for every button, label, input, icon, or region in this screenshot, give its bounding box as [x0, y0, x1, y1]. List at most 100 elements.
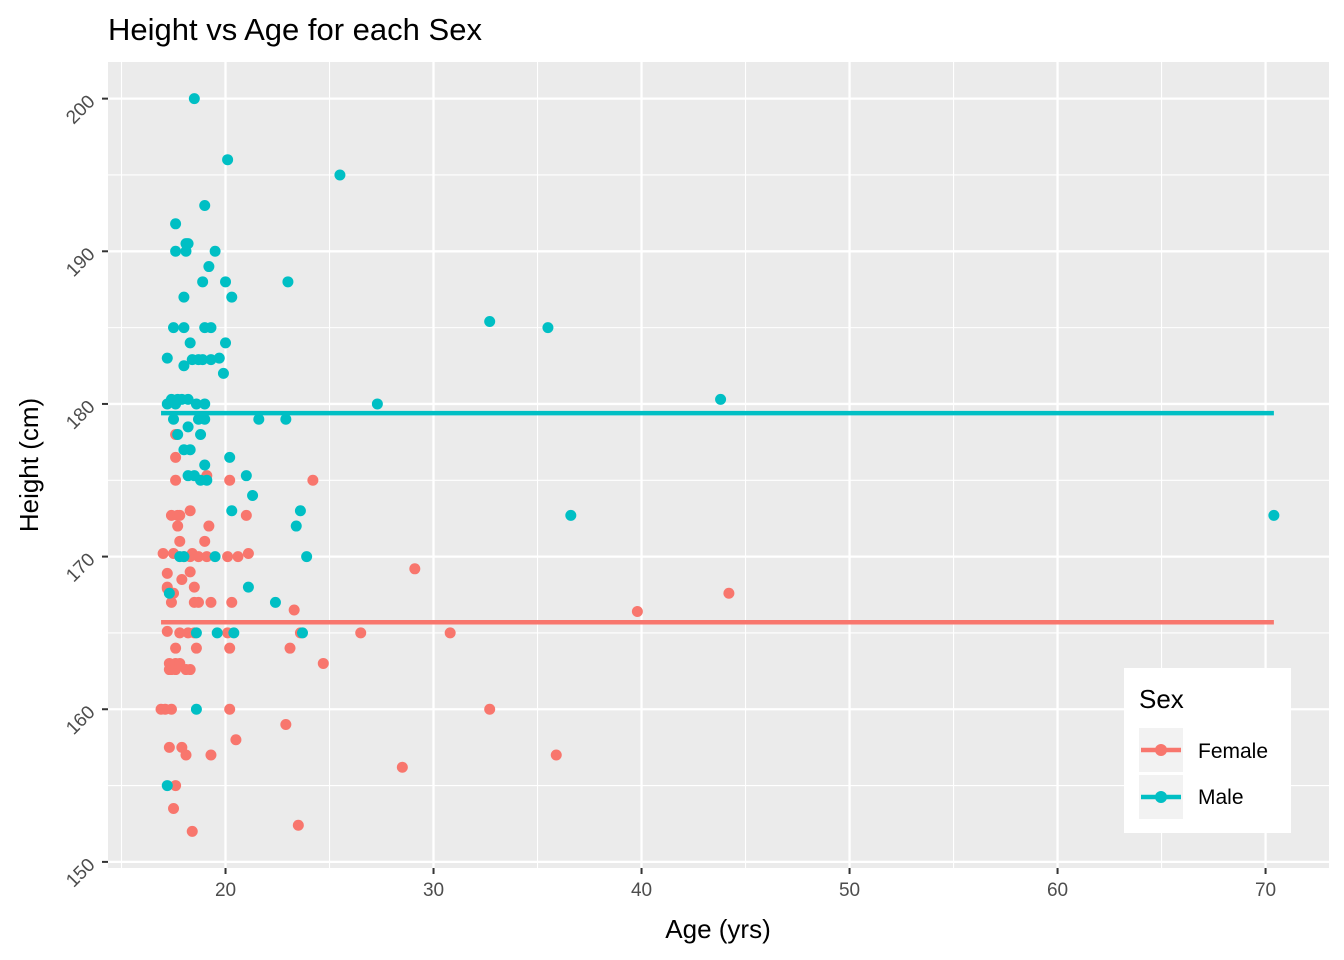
female-data-point [170, 642, 182, 654]
female-data-point [188, 581, 200, 593]
male-data-point [201, 474, 213, 486]
female-data-point [192, 596, 204, 608]
male-data-point [184, 337, 196, 349]
male-data-point [242, 581, 254, 593]
female-data-point [184, 664, 196, 676]
female-data-point [284, 642, 296, 654]
male-data-point [217, 367, 229, 379]
male-data-point [222, 154, 234, 166]
male-data-point [199, 199, 211, 211]
female-data-point [224, 703, 236, 715]
female-data-point [184, 505, 196, 517]
y-tick-label: 200 [62, 91, 99, 128]
male-data-point [190, 398, 202, 410]
female-data-point [222, 551, 234, 563]
y-axis-title: Height (cm) [14, 398, 44, 532]
legend-label-male: Male [1198, 786, 1244, 809]
female-data-point [184, 566, 196, 578]
male-data-point [209, 245, 221, 257]
male-data-point [334, 169, 346, 181]
male-data-point [178, 322, 190, 334]
male-data-point [224, 451, 236, 463]
male-data-point [205, 354, 217, 366]
female-data-point [192, 551, 204, 563]
male-data-point [182, 393, 194, 405]
female-data-point [205, 596, 217, 608]
y-axis: 150 160 170 180 190 200 [62, 91, 108, 892]
female-data-point [165, 596, 177, 608]
chart-title: Height vs Age for each Sex [108, 12, 482, 47]
x-tick-label: 50 [839, 880, 860, 901]
male-data-point [220, 276, 232, 288]
male-data-point [294, 505, 306, 517]
male-data-point [190, 703, 202, 715]
female-data-point [172, 520, 184, 532]
female-data-point [170, 451, 182, 463]
female-data-point [550, 749, 562, 761]
legend-title: Sex [1139, 684, 1184, 714]
male-data-point [188, 93, 200, 105]
male-data-point [190, 627, 202, 639]
female-data-point [180, 749, 192, 761]
female-data-point [163, 741, 175, 753]
female-data-point [190, 642, 202, 654]
male-data-point [170, 218, 182, 230]
x-axis: 20 30 40 50 60 70 [215, 868, 1276, 901]
male-data-point [161, 352, 173, 364]
female-data-point [288, 604, 300, 616]
x-tick-label: 30 [423, 880, 444, 901]
female-data-point [174, 627, 186, 639]
male-data-point [296, 627, 308, 639]
male-data-point [209, 551, 221, 563]
female-data-point [205, 749, 217, 761]
female-data-point [157, 548, 169, 560]
female-data-point [224, 642, 236, 654]
male-data-point [205, 322, 217, 334]
legend-label-female: Female [1198, 740, 1268, 763]
female-data-point [317, 657, 329, 669]
female-data-point [203, 520, 215, 532]
legend-key-female-point [1155, 744, 1167, 756]
y-tick-label: 150 [62, 855, 99, 892]
female-data-point [174, 509, 186, 521]
female-data-point [165, 703, 177, 715]
female-data-point [396, 761, 408, 773]
male-data-point [715, 393, 727, 405]
female-data-point [199, 535, 211, 547]
female-data-point [170, 780, 182, 792]
male-data-point [197, 276, 209, 288]
male-data-point [170, 245, 182, 257]
x-tick-label: 20 [215, 880, 236, 901]
male-data-point [168, 413, 180, 425]
male-data-point [282, 276, 294, 288]
female-data-point [409, 563, 421, 575]
female-data-point [232, 551, 244, 563]
male-data-point [178, 291, 190, 303]
female-data-point [161, 567, 173, 579]
x-tick-label: 40 [631, 880, 652, 901]
female-data-point [242, 548, 254, 560]
male-data-point [253, 413, 265, 425]
female-data-point [631, 606, 643, 618]
female-data-point [444, 627, 456, 639]
female-data-point [280, 719, 292, 731]
female-data-point [355, 627, 367, 639]
male-data-point [163, 587, 175, 599]
male-data-point [247, 490, 259, 502]
y-tick-label: 190 [62, 244, 99, 281]
female-data-point [230, 734, 242, 746]
female-data-point [161, 625, 173, 637]
female-data-point [186, 825, 198, 837]
female-data-point [226, 596, 238, 608]
male-data-point [280, 413, 292, 425]
male-data-point [484, 316, 496, 328]
female-data-point [170, 474, 182, 486]
male-data-point [1268, 509, 1280, 521]
male-data-point [301, 551, 313, 563]
x-tick-label: 70 [1255, 880, 1276, 901]
male-data-point [213, 352, 225, 364]
female-data-point [484, 703, 496, 715]
male-data-point [211, 627, 223, 639]
male-data-point [220, 337, 232, 349]
